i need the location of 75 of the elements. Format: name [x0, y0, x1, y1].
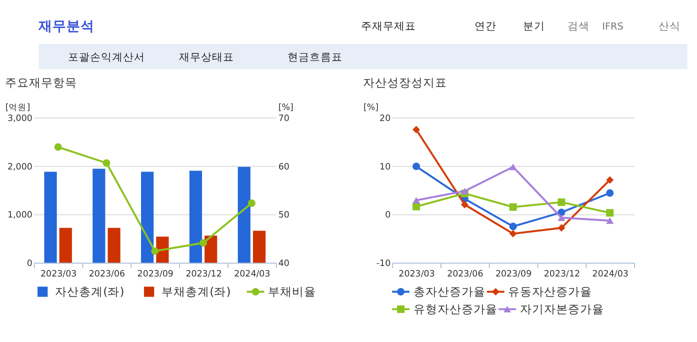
legend-label: 부채비율	[268, 284, 316, 299]
x-tick-label: 2023/12	[544, 270, 580, 280]
point	[460, 188, 468, 194]
x-tick-label: 2023/03	[398, 270, 435, 280]
point	[509, 230, 517, 238]
y2-tick-label: 40	[278, 259, 290, 270]
y-tick-label: 3,000	[8, 114, 32, 124]
y2-axis-title: [%]	[278, 103, 294, 114]
y-tick-label: 20	[380, 114, 391, 124]
bar	[238, 166, 250, 263]
point	[151, 247, 159, 255]
text: 연간	[474, 19, 496, 32]
legend-label: 유동자산증가율	[508, 284, 592, 299]
text: 현금흐름표	[288, 50, 343, 64]
y-tick-label: 0	[385, 210, 391, 221]
point	[248, 199, 256, 207]
point	[558, 214, 566, 221]
point	[412, 126, 420, 134]
y-tick-label: 1,000	[8, 210, 32, 221]
y-tick-label: 2,000	[8, 162, 32, 172]
x-tick-label: 2023/06	[88, 270, 126, 280]
bar	[252, 230, 266, 263]
point	[200, 239, 208, 247]
point	[606, 176, 614, 184]
y2-tick-label: 70	[278, 114, 290, 124]
point	[460, 200, 468, 208]
y2-tick-label: 60	[278, 162, 290, 172]
text: 재무상태표	[179, 50, 234, 64]
point	[606, 189, 614, 197]
chart-title: 자산성장성지표	[363, 76, 448, 90]
point	[412, 162, 420, 170]
legend-label: 자기자본증가율	[520, 302, 604, 316]
bar	[189, 170, 202, 263]
y-tick-label: 0	[26, 259, 32, 270]
bar	[141, 172, 154, 263]
point	[558, 198, 566, 206]
y-tick-label: -10	[376, 259, 391, 270]
legend-label: 총자산증가율	[413, 284, 486, 299]
point	[509, 164, 517, 170]
point	[509, 222, 517, 230]
legend-label: 자산총계(좌)	[55, 284, 124, 299]
point	[509, 203, 517, 211]
bar	[204, 236, 218, 263]
point	[102, 159, 110, 167]
point	[606, 217, 614, 224]
point	[54, 143, 62, 151]
y-axis-title: [%]	[364, 103, 379, 114]
text: IFRS	[602, 21, 624, 32]
text: 분기	[522, 19, 545, 32]
text: 검색	[567, 19, 590, 32]
y-tick-label: 10	[380, 162, 391, 172]
bar	[92, 168, 106, 263]
point	[606, 209, 614, 217]
x-tick-label: 2024/03	[234, 270, 270, 280]
y2-tick-label: 50	[278, 210, 290, 221]
x-tick-label: 2023/03	[40, 270, 77, 280]
x-tick-label: 2024/03	[592, 270, 628, 280]
text: 주재무제표	[361, 19, 416, 32]
bar	[108, 228, 120, 263]
bar	[44, 172, 57, 263]
x-tick-label: 2023/09	[137, 270, 174, 280]
legend-label: 유형자산증가율	[413, 302, 498, 316]
x-tick-label: 2023/12	[186, 270, 222, 280]
x-tick-label: 2023/06	[447, 270, 484, 280]
bar	[59, 228, 72, 263]
point	[412, 197, 420, 204]
x-tick-label: 2023/09	[495, 270, 532, 280]
legend-label: 부채총계(좌)	[162, 284, 231, 299]
text: 산식	[658, 19, 680, 32]
point	[558, 224, 566, 232]
text: 재무분석	[38, 18, 95, 34]
point	[412, 202, 420, 210]
y-axis-title: [억원]	[5, 103, 30, 114]
text: 포괄손익계산서	[68, 50, 145, 64]
chart-title: 주요재무항목	[4, 76, 77, 90]
